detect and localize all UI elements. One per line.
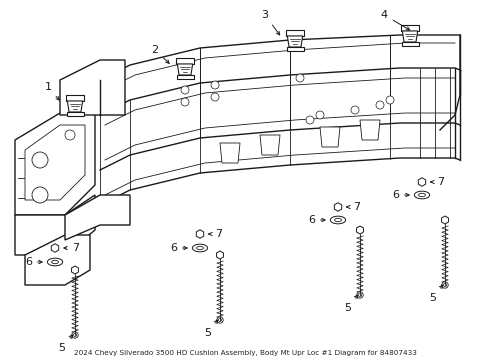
Circle shape	[443, 283, 446, 287]
Text: 7: 7	[209, 229, 222, 239]
Circle shape	[211, 81, 219, 89]
Polygon shape	[217, 251, 223, 259]
Polygon shape	[286, 30, 304, 36]
Text: 6: 6	[392, 190, 409, 200]
Polygon shape	[25, 235, 90, 285]
Polygon shape	[66, 95, 84, 101]
Circle shape	[306, 116, 314, 124]
Circle shape	[358, 228, 362, 232]
Text: 3: 3	[262, 10, 280, 35]
Polygon shape	[402, 31, 417, 42]
Ellipse shape	[196, 246, 203, 250]
Text: 5: 5	[58, 335, 73, 353]
Ellipse shape	[48, 258, 63, 266]
Circle shape	[443, 218, 447, 222]
Polygon shape	[441, 216, 448, 224]
Polygon shape	[401, 42, 418, 46]
Ellipse shape	[415, 191, 430, 199]
Circle shape	[316, 111, 324, 119]
Polygon shape	[357, 226, 364, 234]
Circle shape	[357, 292, 363, 298]
Text: 2: 2	[151, 45, 169, 63]
Polygon shape	[67, 112, 83, 116]
Text: 5: 5	[430, 285, 442, 303]
Polygon shape	[220, 143, 240, 163]
Circle shape	[219, 318, 221, 321]
Ellipse shape	[335, 218, 342, 222]
Circle shape	[442, 282, 448, 288]
Polygon shape	[60, 60, 125, 115]
Polygon shape	[51, 244, 59, 252]
Polygon shape	[320, 127, 340, 147]
Circle shape	[386, 96, 394, 104]
Circle shape	[181, 98, 189, 106]
Circle shape	[32, 152, 48, 168]
Circle shape	[293, 31, 297, 36]
Text: 4: 4	[381, 10, 410, 30]
Circle shape	[296, 74, 304, 82]
Circle shape	[73, 268, 77, 272]
Polygon shape	[401, 25, 419, 31]
Ellipse shape	[51, 260, 58, 264]
Polygon shape	[360, 120, 380, 140]
Text: 7: 7	[64, 243, 79, 253]
Text: 2024 Chevy Silverado 3500 HD Cushion Assembly, Body Mt Upr Loc #1 Diagram for 84: 2024 Chevy Silverado 3500 HD Cushion Ass…	[74, 350, 416, 356]
Text: 7: 7	[431, 177, 444, 187]
Circle shape	[73, 95, 77, 100]
Polygon shape	[334, 203, 342, 211]
Text: 5: 5	[344, 295, 358, 313]
Circle shape	[182, 58, 188, 63]
Polygon shape	[287, 36, 303, 47]
Circle shape	[351, 106, 359, 114]
Circle shape	[420, 180, 424, 184]
Text: 6: 6	[308, 215, 325, 225]
Polygon shape	[67, 101, 83, 112]
Circle shape	[198, 232, 202, 236]
Circle shape	[218, 253, 222, 257]
Polygon shape	[418, 178, 426, 186]
Polygon shape	[260, 135, 280, 155]
Ellipse shape	[193, 244, 208, 252]
Polygon shape	[175, 58, 195, 64]
Polygon shape	[72, 266, 78, 274]
Polygon shape	[15, 195, 95, 255]
Polygon shape	[176, 75, 194, 79]
Text: 1: 1	[45, 82, 59, 100]
Polygon shape	[65, 195, 130, 240]
Circle shape	[217, 317, 223, 323]
Circle shape	[65, 130, 75, 140]
Circle shape	[376, 101, 384, 109]
Circle shape	[181, 86, 189, 94]
Circle shape	[336, 205, 340, 209]
Polygon shape	[15, 110, 95, 215]
Polygon shape	[25, 125, 85, 200]
Text: 5: 5	[204, 320, 218, 338]
Text: 7: 7	[347, 202, 360, 212]
Circle shape	[32, 187, 48, 203]
Circle shape	[211, 93, 219, 101]
Circle shape	[358, 293, 362, 297]
Circle shape	[74, 333, 76, 337]
Polygon shape	[177, 64, 193, 75]
Ellipse shape	[330, 216, 345, 224]
Circle shape	[72, 332, 78, 338]
Circle shape	[408, 26, 413, 31]
Ellipse shape	[418, 193, 425, 197]
Text: 6: 6	[25, 257, 42, 267]
Circle shape	[53, 246, 57, 250]
Polygon shape	[287, 47, 303, 51]
Text: 6: 6	[170, 243, 187, 253]
Polygon shape	[196, 230, 204, 238]
